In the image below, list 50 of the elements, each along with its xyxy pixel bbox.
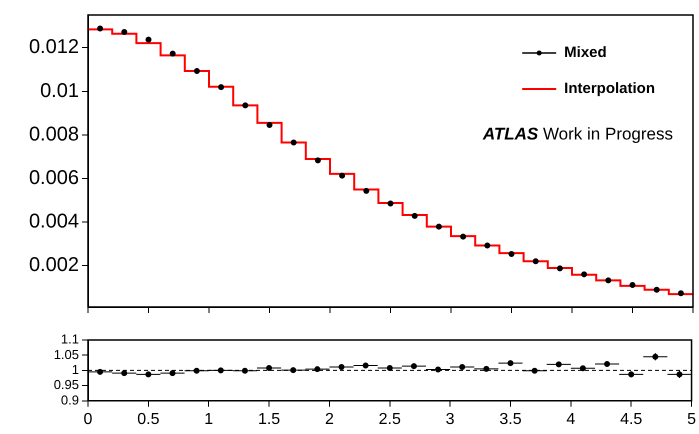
point [630, 282, 636, 288]
x-tick-label: 3 [446, 410, 455, 428]
legend-label: Interpolation [564, 80, 655, 98]
point [266, 122, 272, 128]
point [97, 26, 104, 32]
point [339, 172, 346, 179]
point [460, 234, 466, 240]
x-tick-label: 5 [687, 410, 696, 428]
point [581, 271, 588, 278]
y-tick-label: 0.95 [54, 377, 79, 392]
point [146, 36, 152, 43]
legend-label: Mixed [564, 44, 607, 62]
point [194, 68, 200, 74]
point [363, 188, 370, 194]
y-tick-label: 1.05 [54, 346, 79, 362]
x-tick-label: 0.5 [137, 410, 160, 428]
point [654, 286, 660, 293]
x-tick-label: 3.5 [499, 410, 522, 428]
x-tick-label: 4.5 [620, 410, 642, 428]
x-tick-label: 2 [324, 410, 334, 428]
point [412, 212, 418, 219]
y-tick-label: 1 [72, 362, 79, 377]
point [484, 242, 490, 249]
x-tick-label: 4 [566, 410, 576, 428]
point [678, 290, 684, 296]
point [532, 258, 539, 264]
y-tick-label: 0.006 [28, 166, 79, 189]
y-tick-label: 0.002 [28, 254, 79, 276]
y-tick-label: 0.008 [28, 123, 79, 146]
point [290, 139, 297, 146]
x-tick-label: 1 [204, 410, 214, 428]
point [170, 50, 176, 57]
point [388, 200, 394, 206]
annotation: ATLAS Work in Progress [482, 124, 673, 144]
y-tick-label: 0.004 [28, 210, 79, 233]
y-tick-label: 0.01 [40, 80, 79, 102]
point [121, 28, 128, 35]
point [218, 84, 224, 90]
point [605, 277, 612, 284]
y-tick-label: 0.012 [28, 36, 79, 58]
x-tick-label: 0 [84, 410, 93, 428]
y-tick-label: 0.9 [60, 392, 79, 408]
point [314, 157, 321, 164]
y-tick-label: 1.1 [60, 332, 79, 347]
point [556, 265, 563, 272]
x-tick-label: 2.5 [378, 410, 401, 428]
point [508, 251, 514, 258]
x-tick-label: 1.5 [258, 410, 280, 428]
point [242, 102, 248, 108]
point [436, 224, 442, 230]
